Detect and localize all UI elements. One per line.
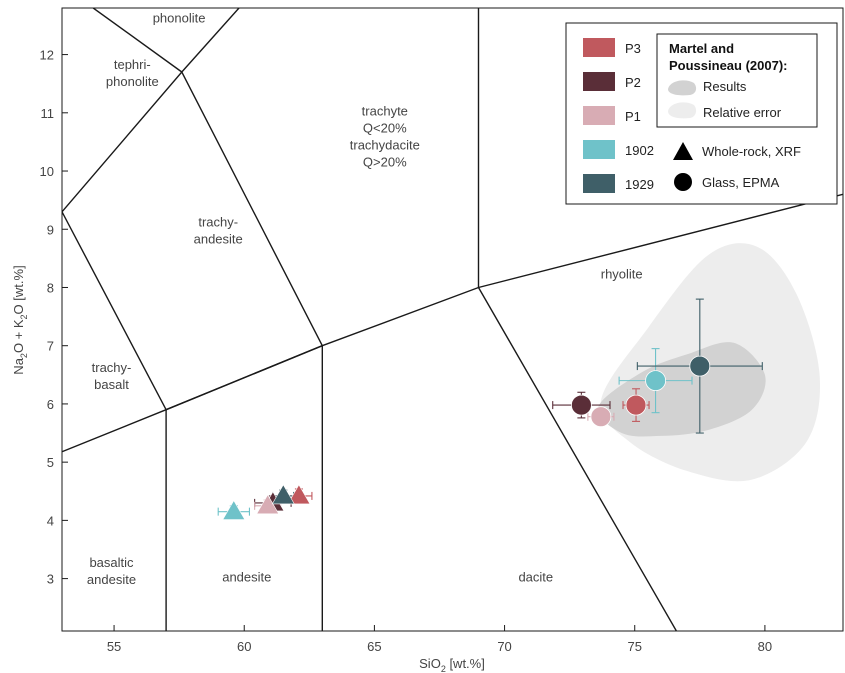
legend-label-1929: 1929 xyxy=(625,177,654,192)
relative-error-label: Relative error xyxy=(703,105,782,120)
plot-frame xyxy=(61,7,844,632)
field-label: tephri-phonolite xyxy=(106,57,159,89)
results-swatch xyxy=(668,80,697,96)
y-tick-label: 11 xyxy=(41,106,55,121)
y-tick-label: 8 xyxy=(47,280,54,295)
field-label: dacite xyxy=(518,570,553,585)
reference-title-line2: Poussineau (2007): xyxy=(669,58,788,73)
relative-error-swatch xyxy=(668,102,697,119)
legend-swatch-P1 xyxy=(583,106,615,125)
x-tick-label: 70 xyxy=(497,639,511,654)
field-label: phonolite xyxy=(153,11,206,26)
y-tick-label: 9 xyxy=(47,222,54,237)
field-label: rhyolite xyxy=(601,267,643,282)
legend: P3 P2 P1 1902 1929 Martel and Poussineau (20… xyxy=(565,22,838,205)
data-markers xyxy=(222,355,711,520)
field-boundary xyxy=(477,287,678,631)
whole-rock-point-1929 xyxy=(271,484,295,505)
legend-swatch-P2 xyxy=(583,72,615,91)
x-tick-label: 75 xyxy=(627,639,641,654)
field-boundary xyxy=(62,211,167,411)
whole-rock-point-1902 xyxy=(222,500,246,520)
x-axis: 55 60 65 70 75 80 xyxy=(107,625,772,654)
y-tick-label: 3 xyxy=(47,572,54,587)
legend-label-P2: P2 xyxy=(625,75,641,90)
x-axis-label: SiO2 [wt.%] xyxy=(419,656,485,673)
legend-swatch-1902 xyxy=(583,140,615,159)
field-label: basaltic andesite xyxy=(87,555,136,587)
reference-title-line1: Martel and xyxy=(669,41,734,56)
y-tick-label: 12 xyxy=(40,48,54,63)
glass-point-P3 xyxy=(625,394,647,416)
y-tick-label: 4 xyxy=(47,513,54,528)
y-axis: 3 4 5 6 7 8 9 10 11 12 xyxy=(40,48,68,587)
glass-point-P2 xyxy=(571,394,592,416)
results-label: Results xyxy=(703,79,747,94)
glass-point-P1 xyxy=(590,406,612,428)
field-label: trachy-basalt xyxy=(92,360,132,392)
legend-label-P3: P3 xyxy=(625,41,641,56)
legend-series: P3 P2 P1 1902 1929 xyxy=(583,38,654,193)
x-tick-label: 65 xyxy=(367,639,381,654)
whole-rock-point-P1 xyxy=(256,494,280,515)
field-label: trachyte Q<20% trachydacite Q>20% xyxy=(350,104,420,170)
legend-swatch-1929 xyxy=(583,174,615,193)
y-tick-label: 6 xyxy=(47,397,54,412)
x-tick-label: 80 xyxy=(758,639,772,654)
x-tick-label: 55 xyxy=(107,639,121,654)
legend-swatch-P3 xyxy=(583,38,615,57)
y-axis-label: Na2O + K2O [wt.%] xyxy=(11,265,29,374)
field-label: trachy-andesite xyxy=(194,214,243,246)
y-tick-label: 5 xyxy=(47,455,54,470)
field-boundary xyxy=(181,8,240,73)
glass-point-1902 xyxy=(645,370,666,392)
field-labels: phonolite tephri-phonolite trachyte Q<20% tr… xyxy=(87,11,643,587)
x-tick-label: 60 xyxy=(237,639,251,654)
whole-rock-label: Whole-rock, XRF xyxy=(702,144,801,159)
y-tick-label: 10 xyxy=(40,164,54,179)
triangle-swatch xyxy=(673,142,693,160)
circle-swatch xyxy=(674,173,692,191)
y-tick-label: 7 xyxy=(47,339,54,354)
whole-rock-point-P3 xyxy=(287,484,311,505)
legend-label-P1: P1 xyxy=(625,109,641,124)
legend-label-1902: 1902 xyxy=(625,143,654,158)
field-boundary xyxy=(92,8,183,73)
field-label: andesite xyxy=(222,570,271,585)
field-boundaries xyxy=(62,8,843,631)
glass-label: Glass, EPMA xyxy=(702,175,780,190)
field-boundary xyxy=(62,70,324,411)
reference-subframe xyxy=(656,33,818,128)
glass-point-1929 xyxy=(689,355,711,377)
